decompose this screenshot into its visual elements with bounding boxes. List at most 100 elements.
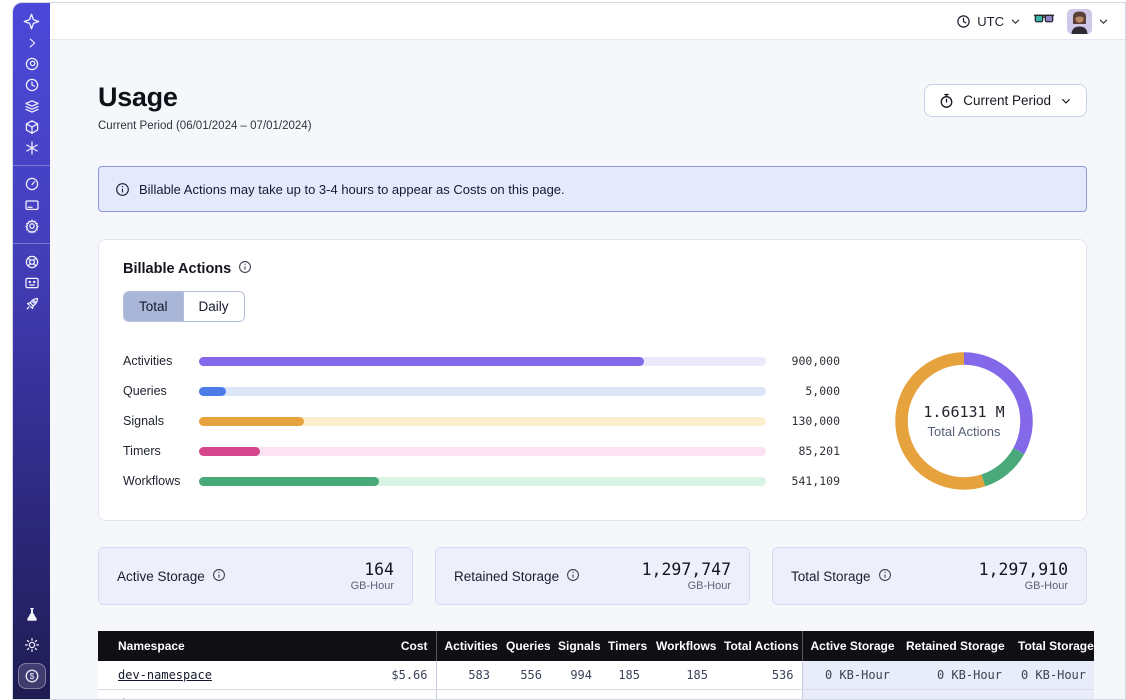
bar-row: Signals 130,000 — [123, 414, 840, 428]
feedback-icon[interactable] — [18, 272, 46, 293]
storage-card-value: 1,297,910 — [979, 560, 1068, 579]
info-icon[interactable] — [878, 568, 892, 585]
bar-row: Activities900,000 — [123, 354, 840, 368]
namespace-link[interactable]: dev-namespace — [118, 697, 212, 699]
settings-gear-icon[interactable] — [18, 215, 46, 236]
cell-queries: 556 — [498, 661, 550, 690]
usage-table-header: NamespaceCostActivitiesQueriesSignalsTim… — [98, 631, 1094, 661]
bar-track — [199, 447, 766, 456]
storage-card-label: Retained Storage — [454, 568, 580, 585]
bar-fill — [199, 357, 644, 366]
billing-currency-icon[interactable]: $ — [18, 663, 46, 689]
bar-label: Signals — [123, 414, 199, 428]
billable-actions-card: Billable Actions TotalDaily Activities90… — [98, 239, 1087, 521]
cell-timers: 877 — [600, 690, 648, 700]
bar-chart: Activities900,000 Queries 5,000 Signals 130,… — [123, 354, 866, 488]
storage-cards: Active Storage164GB-Hour Retained Storage… — [98, 547, 1087, 605]
timezone-selector[interactable]: UTC — [956, 14, 1021, 29]
bar-track — [199, 417, 766, 426]
deployments-icon[interactable] — [18, 116, 46, 137]
cell-signals: 994 — [550, 661, 600, 690]
bar-fill — [199, 447, 260, 456]
cell-activities: 583 — [436, 661, 498, 690]
bar-label: Queries — [123, 384, 199, 398]
donut-chart: 1.66131 M Total Actions — [866, 346, 1062, 496]
temporal-logo-icon[interactable] — [18, 11, 46, 32]
storage-card-active-storage: Active Storage164GB-Hour — [98, 547, 413, 605]
bar-track — [199, 387, 766, 396]
column-header-total_actions: Total Actions — [716, 631, 802, 661]
sidebar: $ — [13, 3, 50, 699]
usage-icon[interactable] — [18, 173, 46, 194]
support-lifebuoy-icon[interactable] — [18, 251, 46, 272]
donut-ring — [889, 346, 1039, 496]
storage-card-label: Total Storage — [791, 568, 892, 585]
bar-value: 130,000 — [766, 414, 840, 428]
page-content: Usage Current Period (06/01/2024 – 07/01… — [50, 40, 1125, 699]
info-icon[interactable] — [238, 260, 252, 278]
collapse-chevron-icon[interactable] — [18, 32, 46, 53]
cell-retained_storage: 0 KB-Hour — [898, 661, 1010, 690]
billing-icon[interactable] — [18, 194, 46, 215]
clock-icon — [956, 14, 971, 29]
chevron-down-icon — [1010, 16, 1021, 27]
cell-signals: 826 — [550, 690, 600, 700]
info-icon[interactable] — [212, 568, 226, 585]
cell-retained_storage: 0 KB-Hour — [898, 690, 1010, 700]
bar-value: 85,201 — [766, 444, 840, 458]
timezone-label: UTC — [977, 14, 1004, 29]
cell-activities: 423 — [436, 690, 498, 700]
theme-sun-icon[interactable] — [18, 634, 46, 655]
user-avatar — [1067, 9, 1092, 34]
getting-started-rocket-icon[interactable] — [18, 293, 46, 314]
column-header-signals: Signals — [550, 631, 600, 661]
bar-label: Timers — [123, 444, 199, 458]
cell-workflows: 130 — [648, 690, 716, 700]
page-title: Usage — [98, 82, 312, 113]
bar-label: Workflows — [123, 474, 199, 488]
column-header-cost: Cost — [336, 631, 436, 661]
banner-text: Billable Actions may take up to 3-4 hour… — [139, 182, 565, 197]
bar-track — [199, 477, 766, 486]
main-area: UTC Usage Current Period (06/01/2024 – 0… — [50, 3, 1125, 699]
cell-cost: 29.32 — [336, 690, 436, 700]
column-header-queries: Queries — [498, 631, 550, 661]
info-icon — [115, 182, 130, 197]
cell-total_storage: 0 KB-Hour — [1010, 690, 1094, 700]
bar-value: 900,000 — [766, 354, 840, 368]
column-header-retained_storage: Retained Storage — [898, 631, 1010, 661]
info-icon[interactable] — [566, 568, 580, 585]
cell-active_storage: 0 KB-Hour — [802, 661, 898, 690]
bar-row: Timers 85,201 — [123, 444, 840, 458]
storage-card-unit: GB-Hour — [979, 580, 1068, 592]
schedules-icon[interactable] — [18, 74, 46, 95]
namespace-link[interactable]: dev-namespace — [118, 668, 212, 682]
whats-new-glasses-icon[interactable] — [1033, 11, 1055, 32]
layers-icon[interactable] — [18, 95, 46, 116]
column-header-namespace: Namespace — [98, 631, 336, 661]
cell-queries: 561 — [498, 690, 550, 700]
bar-row: Workflows541,109 — [123, 474, 840, 488]
namespaces-icon[interactable] — [18, 53, 46, 74]
period-dropdown-button[interactable]: Current Period — [924, 84, 1087, 117]
cell-active_storage: 0 KB-Hour — [802, 690, 898, 700]
user-menu[interactable] — [1067, 9, 1109, 34]
tab-daily[interactable]: Daily — [184, 292, 244, 321]
page-subtitle: Current Period (06/01/2024 – 07/01/2024) — [98, 120, 312, 132]
bar-row: Queries 5,000 — [123, 384, 840, 398]
tab-total[interactable]: Total — [124, 292, 184, 321]
column-header-timers: Timers — [600, 631, 648, 661]
sidebar-divider — [13, 165, 50, 166]
sidebar-divider — [13, 243, 50, 244]
billable-actions-title: Billable Actions — [123, 261, 231, 277]
column-header-total_storage: Total Storage — [1010, 631, 1094, 661]
nexus-icon[interactable] — [18, 137, 46, 158]
bar-value: 5,000 — [766, 384, 840, 398]
labs-flask-icon[interactable] — [18, 603, 46, 624]
storage-card-value: 164 — [351, 560, 394, 579]
cell-total_actions: 536 — [716, 661, 802, 690]
chevron-down-icon — [1060, 95, 1072, 107]
bar-fill — [199, 417, 304, 426]
topbar: UTC — [50, 3, 1125, 40]
cell-workflows: 185 — [648, 661, 716, 690]
